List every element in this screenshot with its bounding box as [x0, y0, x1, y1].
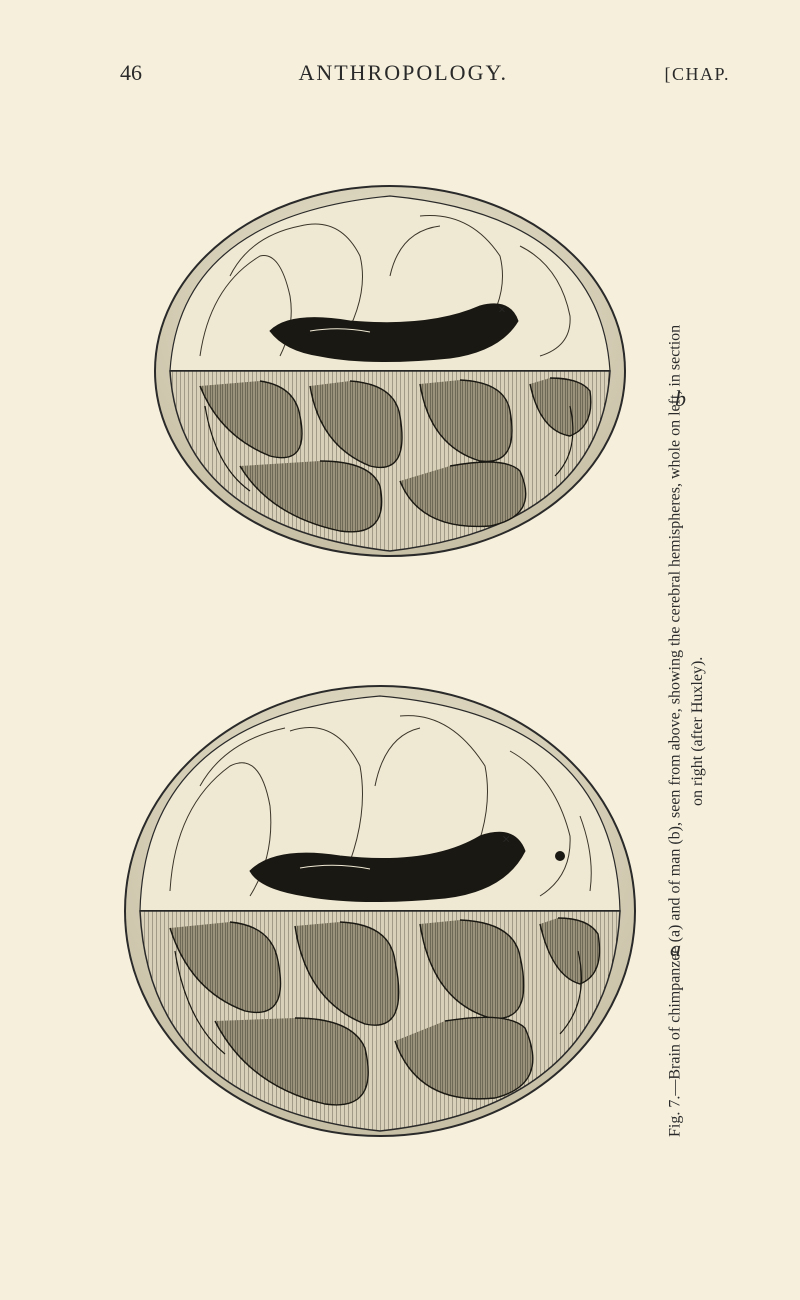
brain-illustration-chimpanzee: ×	[100, 656, 660, 1156]
figure-area: × b	[120, 116, 730, 1196]
brain-illustration-human: ×	[140, 156, 640, 576]
page-number: 46	[120, 60, 142, 86]
page-header: 46 ANTHROPOLOGY. [CHAP.	[120, 60, 730, 86]
page-container: 46 ANTHROPOLOGY. [CHAP.	[0, 0, 800, 1300]
svg-text:×: ×	[502, 832, 510, 848]
svg-text:×: ×	[498, 303, 506, 318]
chapter-title: ANTHROPOLOGY.	[142, 60, 664, 86]
caption-line-2: on right (after Huxley).	[687, 191, 709, 1271]
chapter-reference: [CHAP.	[664, 64, 730, 85]
figure-caption: Fig. 7.—Brain of chimpanzee (a) and of m…	[674, 191, 700, 1271]
caption-line-1: Fig. 7.—Brain of chimpanzee (a) and of m…	[665, 191, 687, 1271]
